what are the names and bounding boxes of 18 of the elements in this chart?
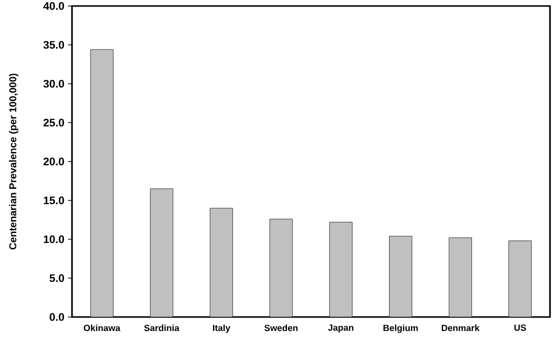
x-tick-label: Japan bbox=[328, 324, 354, 333]
x-tick-label: Sweden bbox=[264, 324, 298, 332]
x-tick-label: Okinawa bbox=[84, 324, 120, 332]
x-tick-label: Italy bbox=[213, 324, 230, 333]
y-tick-label: 20.0 bbox=[44, 158, 64, 166]
y-tick-label: 15.0 bbox=[44, 196, 64, 204]
x-tick-label: US bbox=[514, 324, 526, 331]
y-tick-label: 10.0 bbox=[44, 235, 64, 244]
y-tick-label: 40.0 bbox=[43, 2, 64, 10]
y-tick-label: 5.0 bbox=[50, 274, 64, 282]
y-axis-title: Centenarian Prevalence (per 100,000) bbox=[9, 74, 18, 250]
x-tick-label: Belgium bbox=[384, 324, 418, 333]
y-tick-label: 30.0 bbox=[43, 80, 64, 88]
x-tick-label: Denmark bbox=[442, 324, 480, 332]
y-tick-label: 0.0 bbox=[50, 313, 64, 321]
y-tick-label: 35.0 bbox=[43, 40, 64, 49]
x-tick-label: Sardinia bbox=[144, 324, 180, 332]
y-tick-label: 25.0 bbox=[44, 118, 64, 127]
